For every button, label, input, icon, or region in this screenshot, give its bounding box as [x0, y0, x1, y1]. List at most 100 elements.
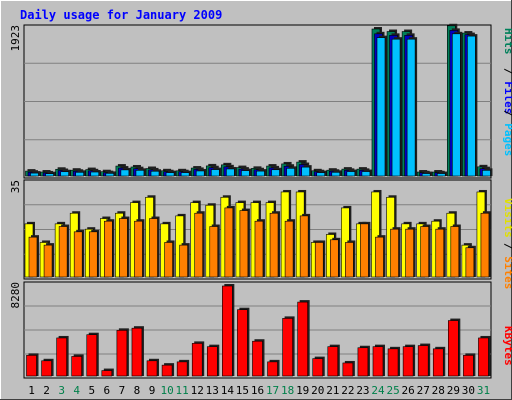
x-label-9: 9 — [149, 384, 156, 397]
bar-pages-30-face — [467, 35, 476, 177]
bar-pages-16-face — [256, 170, 265, 177]
bar-sites-20-face — [314, 242, 324, 278]
bar-kbytes-1-face — [26, 355, 37, 377]
bar-pages-31-face — [482, 170, 491, 177]
bar-sites-2-face — [43, 244, 53, 278]
bar-pages-1 — [30, 171, 41, 177]
bar-sites-3 — [58, 224, 70, 278]
bar-pages-26 — [406, 37, 418, 177]
bar-sites-11-face — [179, 244, 188, 278]
bar-kbytes-27 — [417, 343, 431, 377]
x-label-27: 27 — [417, 384, 430, 397]
bar-kbytes-20-face — [312, 358, 324, 377]
bar-kbytes-2-face — [41, 360, 52, 377]
x-label-2: 2 — [43, 384, 50, 397]
bar-kbytes-4-face — [71, 356, 82, 377]
bar-sites-26-face — [405, 228, 414, 278]
bar-pages-22 — [346, 169, 357, 177]
bar-pages-26-face — [406, 38, 416, 177]
legend-pages-wrap: / Pages — [502, 110, 512, 156]
bar-kbytes-23 — [357, 345, 370, 377]
bar-kbytes-15 — [237, 307, 250, 377]
bar-pages-19-face — [301, 166, 310, 177]
bar-kbytes-20 — [312, 356, 325, 377]
bar-pages-11 — [180, 170, 192, 177]
x-label-11: 11 — [176, 384, 189, 397]
bar-pages-8-face — [135, 170, 145, 177]
bar-pages-20 — [316, 170, 327, 177]
bar-kbytes-26-face — [402, 346, 414, 377]
bar-pages-13 — [210, 167, 222, 177]
bar-kbytes-29-face — [448, 320, 459, 377]
bar-kbytes-9 — [146, 358, 160, 377]
bar-sites-28-face — [435, 228, 445, 278]
bar-pages-30 — [467, 34, 478, 177]
bar-sites-3-face — [58, 226, 68, 278]
x-label-22: 22 — [341, 384, 354, 397]
x-label-3: 3 — [58, 384, 65, 397]
bar-sites-7 — [119, 216, 130, 278]
x-label-12: 12 — [191, 384, 204, 397]
bar-sites-18 — [284, 219, 296, 278]
x-label-16: 16 — [251, 384, 264, 397]
chart-panels — [23, 23, 493, 379]
bar-pages-4 — [75, 170, 86, 177]
bar-kbytes-24 — [372, 344, 385, 377]
bar-sites-31 — [480, 211, 491, 278]
bar-kbytes-5-face — [86, 334, 98, 377]
x-label-29: 29 — [447, 384, 460, 397]
bar-pages-10-face — [165, 172, 175, 177]
legend-files: Files — [502, 81, 512, 114]
bar-kbytes-7 — [116, 328, 129, 377]
bar-kbytes-28-face — [432, 348, 444, 377]
x-label-30: 30 — [462, 384, 475, 397]
x-label-14: 14 — [221, 384, 235, 397]
bar-sites-22-face — [345, 242, 354, 278]
legend-hits: Hits — [502, 28, 512, 55]
bar-sites-25 — [390, 227, 401, 278]
bar-kbytes-8 — [131, 326, 144, 377]
bar-sites-15 — [239, 208, 250, 278]
x-label-26: 26 — [402, 384, 415, 397]
bar-kbytes-10-face — [161, 364, 173, 377]
bar-sites-17-face — [269, 212, 279, 278]
bar-pages-3 — [60, 169, 71, 177]
legend-pages: Pages — [502, 123, 512, 156]
bar-sites-5 — [88, 229, 100, 278]
bar-sites-27 — [420, 224, 431, 278]
bar-pages-24-face — [376, 37, 386, 177]
bar-kbytes-22-face — [342, 362, 354, 377]
bar-pages-17-face — [271, 169, 280, 177]
bar-sites-14-face — [224, 207, 234, 278]
bar-kbytes-4 — [71, 354, 84, 377]
bar-sites-12 — [194, 211, 205, 278]
panel-requests — [23, 23, 493, 179]
bar-sites-25-face — [390, 228, 399, 278]
bar-pages-11-face — [180, 172, 190, 177]
bar-pages-29-face — [452, 33, 461, 177]
bar-kbytes-31 — [478, 335, 491, 377]
bar-sites-22 — [345, 240, 356, 278]
bar-pages-7-face — [120, 169, 130, 177]
bar-kbytes-25-face — [387, 348, 399, 377]
bar-sites-8-face — [134, 220, 143, 278]
bar-kbytes-10 — [161, 363, 175, 377]
bar-kbytes-30 — [463, 353, 476, 377]
bar-kbytes-19-face — [297, 301, 308, 377]
bar-pages-5 — [90, 170, 101, 177]
bar-pages-29 — [452, 31, 463, 177]
bar-kbytes-1 — [26, 353, 39, 377]
bar-pages-28-face — [436, 173, 446, 177]
bar-pages-16 — [256, 169, 267, 177]
bar-pages-27-face — [421, 173, 431, 177]
bar-pages-15-face — [241, 170, 250, 177]
bar-sites-19 — [299, 213, 311, 278]
bar-sites-4-face — [73, 231, 83, 278]
x-label-19: 19 — [296, 384, 309, 397]
bar-sites-12-face — [194, 212, 204, 278]
bar-kbytes-21 — [327, 344, 340, 377]
bar-sites-5-face — [88, 231, 98, 278]
bar-kbytes-3-face — [56, 337, 67, 377]
bar-kbytes-2 — [41, 358, 54, 377]
